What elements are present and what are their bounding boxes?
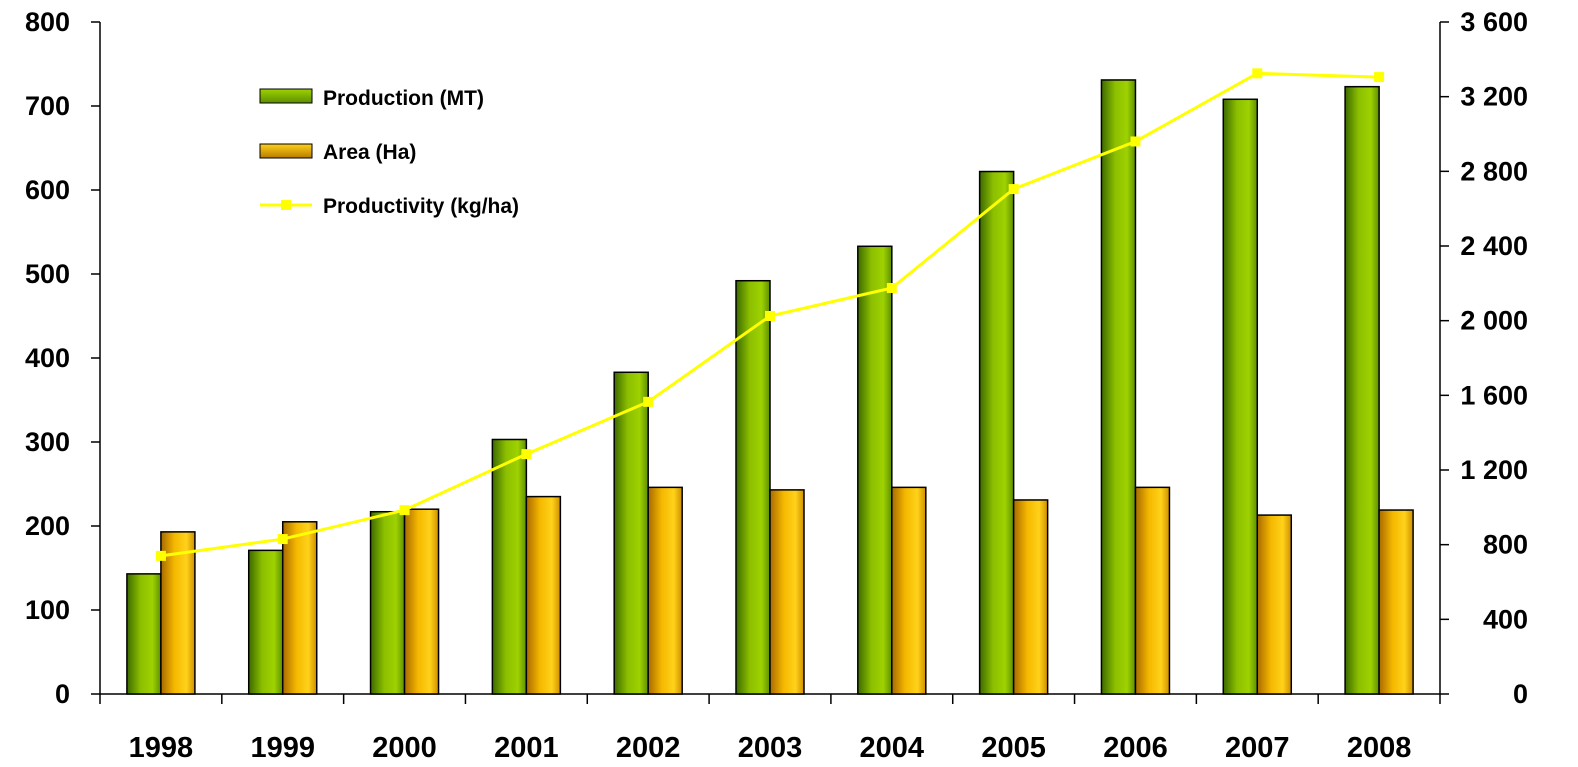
bar-area bbox=[891, 486, 927, 695]
x-tick-label: 2007 bbox=[1225, 732, 1290, 764]
bar-production bbox=[491, 438, 528, 695]
productivity-point bbox=[1008, 184, 1019, 195]
bar-area bbox=[1256, 514, 1293, 695]
productivity-line-series bbox=[155, 68, 1385, 561]
legend: Production (MT) Area (Ha) Productivity (… bbox=[259, 87, 519, 218]
x-axis-ticks: 1998 1999 2000 2001 2002 2003 2004 2005 2006 2007… bbox=[99, 694, 1441, 764]
x-tick-label: 2001 bbox=[494, 732, 559, 764]
productivity-point bbox=[521, 449, 532, 460]
bar-production bbox=[247, 549, 284, 695]
legend-swatch-area bbox=[259, 143, 313, 159]
right-tick-label: 3 200 bbox=[1460, 82, 1528, 112]
right-tick-label: 1 200 bbox=[1460, 455, 1528, 485]
bar-production bbox=[857, 245, 893, 695]
bar-production bbox=[978, 170, 1015, 695]
left-tick-label: 100 bbox=[25, 595, 70, 625]
left-tick-label: 200 bbox=[25, 511, 70, 541]
legend-label-production: Production (MT) bbox=[323, 87, 484, 110]
left-tick-label: 500 bbox=[25, 259, 70, 289]
bar-area bbox=[281, 521, 318, 695]
x-tick-label: 2008 bbox=[1347, 732, 1412, 764]
productivity-point bbox=[886, 283, 897, 293]
bar-production bbox=[1100, 79, 1137, 695]
left-tick-label: 700 bbox=[25, 91, 70, 121]
bar-area bbox=[1134, 486, 1171, 695]
bar-production bbox=[613, 371, 649, 695]
bar-production bbox=[1222, 98, 1259, 695]
productivity-point bbox=[643, 396, 654, 407]
left-tick-label: 600 bbox=[25, 175, 70, 205]
right-tick-label: 0 bbox=[1513, 679, 1528, 709]
left-tick-label: 300 bbox=[25, 427, 70, 457]
bar-area bbox=[1012, 499, 1049, 695]
x-tick-label: 2003 bbox=[738, 732, 803, 764]
right-tick-label: 2 800 bbox=[1460, 156, 1528, 186]
right-tick-label: 400 bbox=[1483, 604, 1528, 634]
right-tick-label: 2 400 bbox=[1460, 231, 1528, 261]
productivity-point bbox=[277, 534, 288, 545]
bar-area bbox=[403, 508, 440, 695]
right-tick-label: 800 bbox=[1483, 530, 1528, 560]
right-tick-label: 2 000 bbox=[1460, 306, 1528, 336]
legend-label-area: Area (Ha) bbox=[323, 141, 416, 164]
bar-production bbox=[1344, 85, 1380, 695]
x-tick-label: 1998 bbox=[129, 732, 194, 764]
x-tick-label: 1999 bbox=[250, 732, 315, 764]
bar-area bbox=[769, 489, 805, 695]
left-tick-label: 400 bbox=[25, 343, 70, 373]
left-tick-label: 800 bbox=[25, 7, 70, 37]
productivity-point bbox=[1130, 136, 1141, 147]
productivity-point bbox=[155, 550, 166, 561]
productivity-point bbox=[1252, 68, 1263, 79]
bars bbox=[126, 79, 1414, 695]
legend-marker-productivity bbox=[281, 200, 291, 210]
bar-area bbox=[647, 486, 683, 695]
bar-area bbox=[525, 495, 562, 695]
productivity-point bbox=[1374, 72, 1385, 83]
left-axis-ticks: 0 100 200 300 400 500 600 700 800 bbox=[25, 7, 100, 709]
x-tick-label: 2006 bbox=[1103, 732, 1168, 764]
bar-production bbox=[369, 510, 406, 695]
bar-area bbox=[160, 531, 196, 695]
right-tick-label: 1 600 bbox=[1460, 380, 1528, 410]
right-axis-ticks: 0 400 800 1 200 1 600 2 000 2 400 2 800 3 200 3 6… bbox=[1440, 7, 1528, 709]
right-tick-label: 3 600 bbox=[1460, 7, 1528, 37]
productivity-point bbox=[399, 505, 410, 516]
legend-swatch-production bbox=[259, 88, 313, 104]
x-tick-label: 2004 bbox=[860, 732, 925, 764]
x-tick-label: 2005 bbox=[981, 732, 1046, 764]
x-tick-label: 2000 bbox=[372, 732, 437, 764]
bar-area bbox=[1378, 509, 1414, 695]
bar-production bbox=[126, 573, 162, 695]
bar-production bbox=[735, 279, 771, 695]
x-tick-label: 2002 bbox=[616, 732, 681, 764]
legend-label-productivity: Productivity (kg/ha) bbox=[323, 195, 519, 218]
productivity-point bbox=[765, 311, 775, 321]
left-tick-label: 0 bbox=[55, 679, 70, 709]
